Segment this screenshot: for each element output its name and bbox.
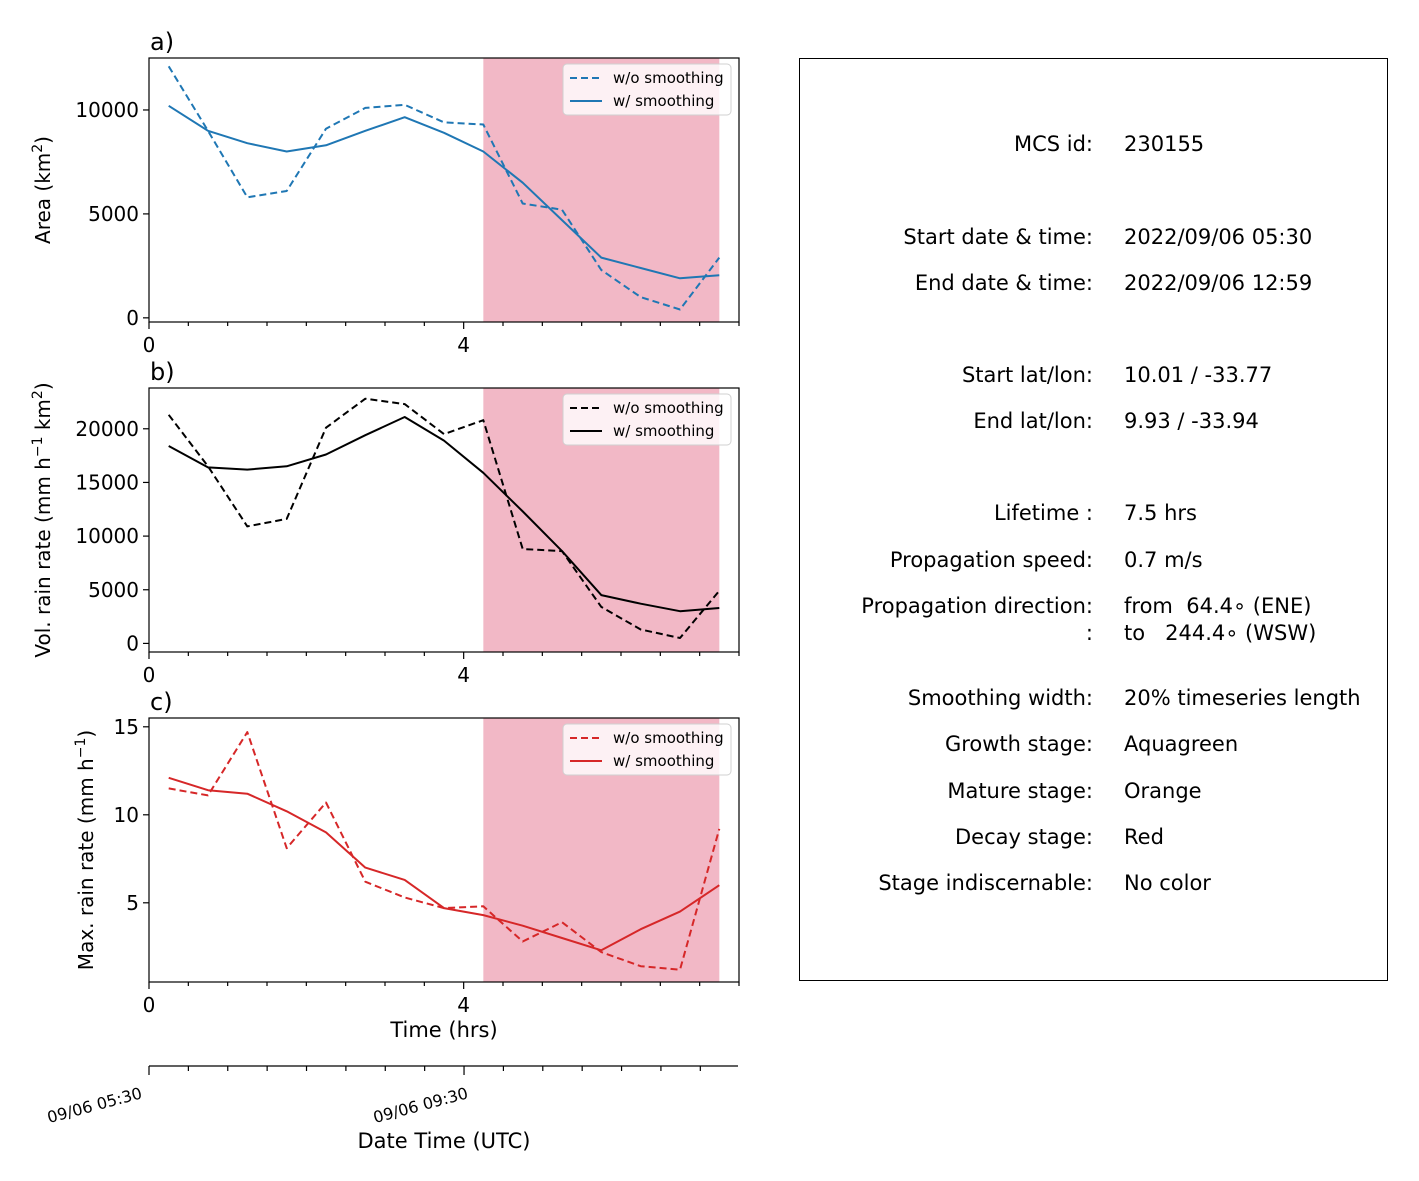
x-tick-label: 0 [143, 663, 156, 687]
legend-label-with-smoothing: w/ smoothing [613, 92, 714, 110]
y-tick-label: 10000 [75, 98, 139, 122]
info-label: : [1085, 621, 1093, 645]
axes-frame [148, 717, 740, 983]
y-tick-label: 10000 [75, 524, 139, 548]
info-label: Mature stage: [947, 779, 1093, 803]
y-tick-label: 0 [126, 306, 139, 330]
panel-c: 5 10 15 0 4 c) Max. rain rate (mm h−1) w/o smoo… [73, 688, 740, 1017]
info-value: from 64.4∘ (ENE) [1124, 594, 1312, 618]
x-tick-label: 0 [143, 993, 156, 1017]
info-value: Aquagreen [1124, 732, 1239, 756]
info-label: Smoothing width: [907, 686, 1093, 710]
info-label: Growth stage: [944, 732, 1093, 756]
legend: w/o smoothing w/ smoothing [562, 63, 732, 116]
legend-box [562, 63, 732, 116]
y-axis-label-part: Area (km [31, 153, 55, 244]
datetime-axis-label: Date Time (UTC) [358, 1129, 531, 1153]
x-tick-label: 0 [143, 333, 156, 357]
legend-label-with-smoothing: w/ smoothing [613, 422, 714, 440]
y-axis-label-part: ) [74, 730, 98, 738]
info-label: Propagation direction: [861, 594, 1093, 618]
info-label: Start lat/lon: [961, 363, 1093, 387]
legend-label-without-smoothing: w/o smoothing [613, 69, 724, 87]
info-label: Decay stage: [955, 825, 1093, 849]
info-value: 2022/09/06 12:59 [1124, 271, 1313, 295]
info-value: 7.5 hrs [1124, 501, 1197, 525]
legend: w/o smoothing w/ smoothing [562, 393, 732, 446]
y-tick-label: 15 [114, 715, 139, 739]
y-tick-label: 0 [126, 631, 139, 655]
panel-b: 0 5000 10000 15000 20000 0 4 b) Vol. rain rate (… [30, 358, 740, 687]
info-value: 230155 [1124, 132, 1205, 156]
y-axis-label-superscript: −1 [30, 437, 46, 458]
info-value: to 244.4∘ (WSW) [1124, 621, 1317, 645]
y-tick-label: 5 [126, 891, 139, 915]
panel-label: b) [150, 358, 175, 386]
info-label: Lifetime : [993, 501, 1093, 525]
series-line-with-smoothing [168, 776, 720, 952]
axes-frame [148, 387, 740, 653]
x-tick-label: 4 [457, 993, 470, 1017]
y-axis-label-superscript: −1 [73, 738, 89, 759]
info-label: Propagation speed: [889, 548, 1093, 572]
series-line-with-smoothing [168, 416, 720, 613]
info-value: No color [1124, 871, 1211, 895]
y-axis-label: Max. rain rate (mm h−1) [73, 730, 98, 970]
panel-label: c) [150, 688, 173, 716]
datetime-tick-label: 09/06 09:30 [371, 1084, 470, 1128]
legend-label-with-smoothing: w/ smoothing [613, 752, 714, 770]
legend-label-without-smoothing: w/o smoothing [613, 729, 724, 747]
y-axis-label: Vol. rain rate (mm h−1 km2) [30, 382, 55, 657]
y-axis-label-superscript: 2 [30, 390, 46, 399]
panel-a: 0 5000 10000 0 4 a) Area (km2) w/o smoothing w/ … [30, 28, 740, 357]
y-axis-label-part: ) [31, 382, 55, 390]
y-tick-label: 20000 [75, 417, 139, 441]
y-axis-label-superscript: 2 [30, 144, 46, 153]
info-value: 2022/09/06 05:30 [1124, 225, 1313, 249]
info-value: 0.7 m/s [1124, 548, 1203, 572]
legend: w/o smoothing w/ smoothing [562, 723, 732, 776]
axes-frame [148, 57, 740, 323]
panel-label: a) [150, 28, 174, 56]
y-axis-label-part: Vol. rain rate (mm h [31, 457, 55, 658]
mcs-info-box: MCS id: 230155 Start date & time: 2022/0… [799, 58, 1388, 981]
legend-label-without-smoothing: w/o smoothing [613, 399, 724, 417]
info-label: Stage indiscernable: [878, 871, 1093, 895]
info-label: End date & time: [914, 271, 1093, 295]
x-axis-label: Time (hrs) [389, 1018, 497, 1042]
x-tick-label: 4 [457, 663, 470, 687]
y-tick-label: 10 [114, 803, 139, 827]
legend-box [562, 393, 732, 446]
info-value: 9.93 / -33.94 [1124, 409, 1259, 433]
info-value: Red [1124, 825, 1164, 849]
info-label: Start date & time: [903, 225, 1093, 249]
datetime-axis: 09/06 05:30 09/06 09:30 Date Time (UTC) [45, 1065, 738, 1153]
y-tick-label: 15000 [75, 470, 139, 494]
series-line-without-smoothing [167, 65, 721, 311]
legend-box [562, 723, 732, 776]
x-tick-label: 4 [457, 333, 470, 357]
y-axis-label-part: ) [31, 136, 55, 144]
datetime-tick-label: 09/06 05:30 [45, 1084, 144, 1128]
y-tick-label: 5000 [88, 202, 139, 226]
y-axis-label-part: Max. rain rate (mm h [74, 758, 98, 970]
info-label: End lat/lon: [973, 409, 1093, 433]
info-label: MCS id: [1013, 132, 1093, 156]
series-line-without-smoothing [167, 397, 721, 639]
info-value: Orange [1124, 779, 1202, 803]
info-value: 20% timeseries length [1124, 686, 1361, 710]
y-tick-label: 5000 [88, 578, 139, 602]
info-value: 10.01 / -33.77 [1124, 363, 1273, 387]
y-axis-label-part: km [31, 399, 55, 436]
series-line-with-smoothing [168, 104, 720, 280]
y-axis-label: Area (km2) [30, 136, 55, 244]
